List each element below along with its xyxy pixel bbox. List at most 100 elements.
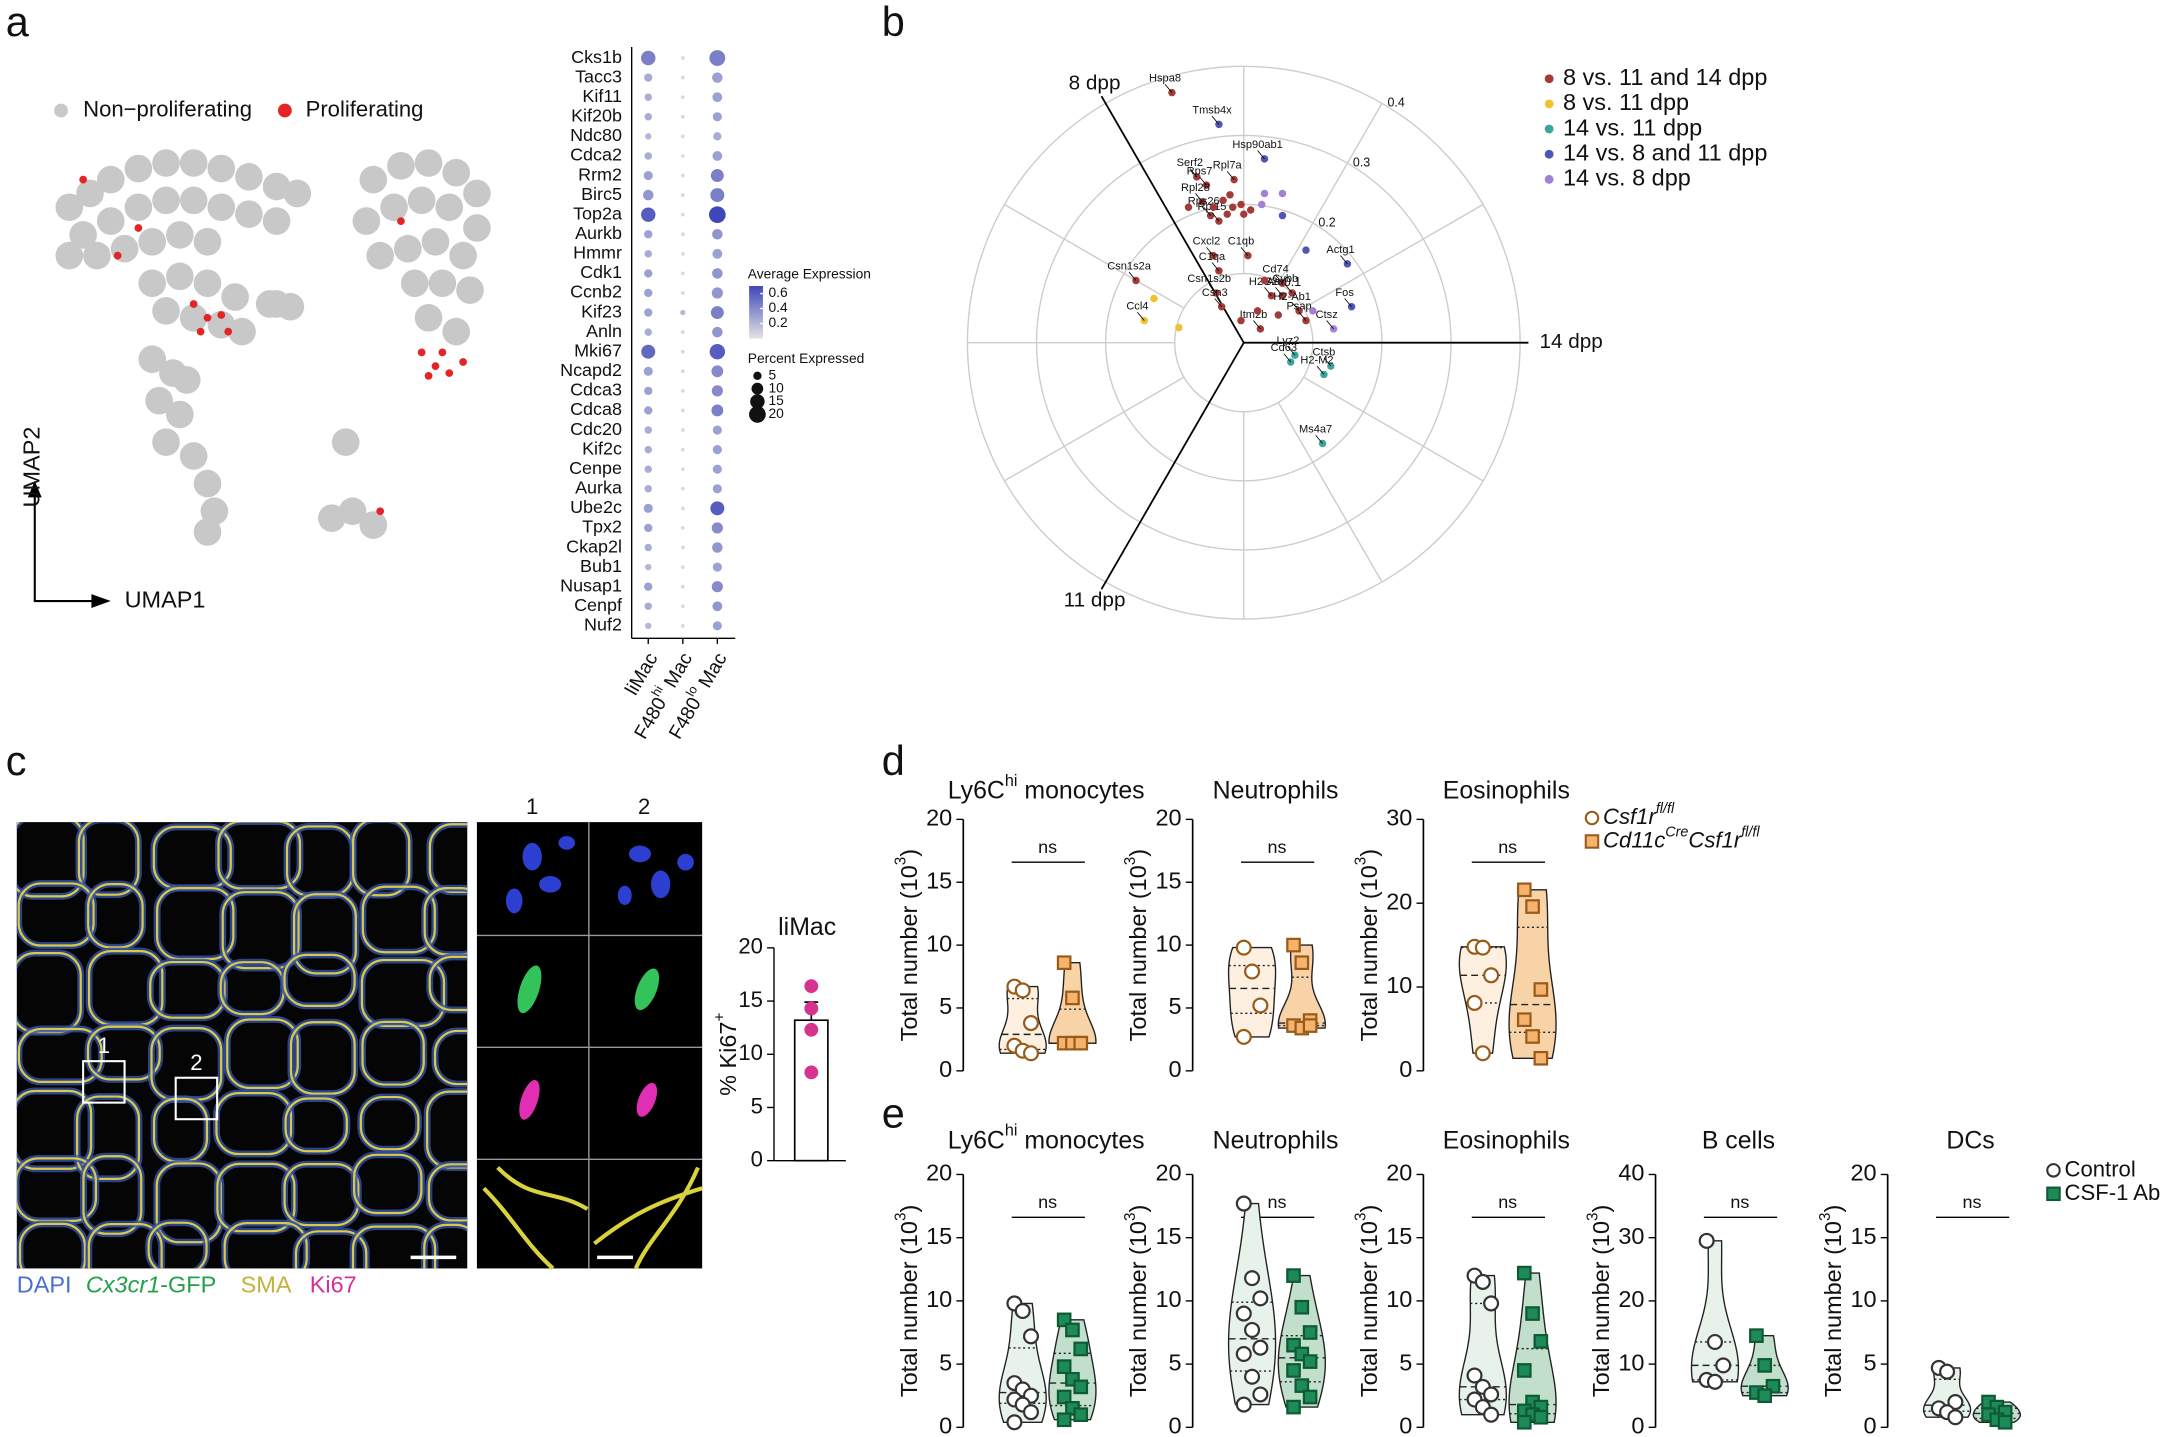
umap-point — [193, 227, 222, 256]
text-part: ) — [1356, 1205, 1382, 1213]
point — [1947, 1409, 1964, 1426]
cell-outline — [149, 960, 226, 1019]
leader — [1257, 150, 1265, 160]
point — [1309, 307, 1317, 315]
point — [1226, 191, 1234, 199]
dot — [712, 326, 723, 338]
umap-point — [138, 269, 167, 298]
gfp-cell — [517, 965, 542, 1014]
dot — [710, 188, 725, 203]
point — [1286, 1268, 1301, 1283]
nucleus — [651, 870, 671, 899]
dot — [680, 114, 685, 119]
leader — [1291, 302, 1300, 312]
annotation: ns — [1267, 1192, 1286, 1212]
cell-outline — [18, 1222, 87, 1269]
dot — [644, 465, 652, 473]
y-axis-label: Total number (103) — [892, 849, 922, 1041]
column-label: 2 — [638, 794, 650, 819]
bar — [793, 1019, 829, 1162]
stain-label: DAPI — [17, 1272, 72, 1298]
cell-outline — [226, 1018, 299, 1089]
gfp-cell — [634, 968, 660, 1011]
umap-point — [428, 269, 457, 298]
annotation: ns — [1730, 1192, 1749, 1212]
point — [1302, 1325, 1318, 1340]
dot — [680, 56, 685, 60]
cell-outline — [147, 1221, 208, 1269]
legend-title: Percent Expressed — [748, 350, 865, 366]
y-tick-label: 10 — [1155, 930, 1181, 956]
point — [1286, 1363, 1301, 1378]
point-label: Ccl4 — [1126, 301, 1148, 313]
nucleus — [522, 842, 542, 871]
axis-label: 8 dpp — [1069, 72, 1121, 95]
gene-label: Cdca8 — [570, 399, 622, 419]
cell-outline — [17, 882, 95, 947]
point — [1219, 196, 1227, 205]
umap-point — [193, 469, 222, 498]
dot — [712, 621, 722, 631]
umap-point — [207, 193, 236, 222]
legend-marker — [1544, 174, 1554, 184]
dot — [712, 542, 723, 553]
umap-point — [96, 165, 125, 194]
umap-point — [179, 442, 208, 470]
panel-letter: b — [882, 0, 905, 45]
cell-outline — [427, 1163, 468, 1222]
text-part: Eosinophils — [1443, 1126, 1570, 1154]
text-part: fl/fl — [1741, 824, 1760, 840]
y-tick-label: 10 — [926, 1286, 952, 1312]
y-tick-label: 0 — [1169, 1413, 1182, 1437]
point — [1533, 1334, 1549, 1349]
umap-point — [83, 241, 111, 270]
dot — [712, 150, 723, 161]
y-tick-label: 10 — [1618, 1349, 1644, 1375]
gene-label: Ncapd2 — [560, 360, 622, 380]
point — [1175, 323, 1183, 332]
umap-point — [189, 300, 198, 308]
legend-marker — [2046, 1163, 2061, 1178]
cell-outline — [292, 893, 357, 975]
text-part: Neutrophils — [1213, 1126, 1339, 1154]
legend-label: 14 vs. 8 dpp — [1563, 165, 1691, 191]
umap-point — [394, 234, 422, 263]
umap-point — [456, 276, 484, 304]
r-tick-label: 0.2 — [1318, 215, 1335, 229]
annotation: ns — [1498, 1192, 1517, 1212]
panel-letter: a — [6, 0, 30, 45]
dot — [712, 228, 723, 240]
point — [1073, 1379, 1089, 1395]
leader — [1287, 346, 1296, 356]
leader — [1226, 171, 1235, 180]
point — [804, 1001, 819, 1016]
umap-point — [366, 241, 395, 270]
point-label: Ctsz — [1316, 309, 1338, 321]
leader — [1137, 312, 1145, 321]
text-part: Ly6C — [948, 776, 1005, 804]
y-tick-label: 15 — [926, 867, 952, 893]
dot — [711, 404, 724, 417]
text-part: Total number (10 — [1356, 865, 1382, 1041]
text-part: Total number (10 — [1820, 1221, 1846, 1397]
cell-outline — [76, 1095, 141, 1180]
chart-title: Neutrophils — [1213, 1126, 1339, 1154]
cell-outline — [216, 1162, 296, 1233]
point — [804, 1022, 819, 1037]
umap-point — [414, 149, 443, 177]
violin — [1690, 1240, 1740, 1383]
dot — [644, 308, 653, 317]
point — [1525, 1029, 1540, 1044]
chart-title: B cells — [1702, 1126, 1775, 1154]
legend-label: Cd11cCreCsf1rfl/fl — [1603, 824, 1760, 852]
gene-label: Ccnb2 — [570, 282, 622, 302]
roi-box — [82, 1060, 126, 1104]
umap-point — [217, 311, 226, 319]
point — [1209, 203, 1218, 211]
axis-label: 14 dpp — [1539, 330, 1602, 353]
y-tick-label: 15 — [1155, 867, 1181, 893]
x-axis-label: UMAP1 — [125, 586, 206, 612]
dot — [712, 484, 722, 494]
r-tick-label: 0.1 — [1284, 275, 1301, 289]
leader — [1240, 247, 1249, 256]
